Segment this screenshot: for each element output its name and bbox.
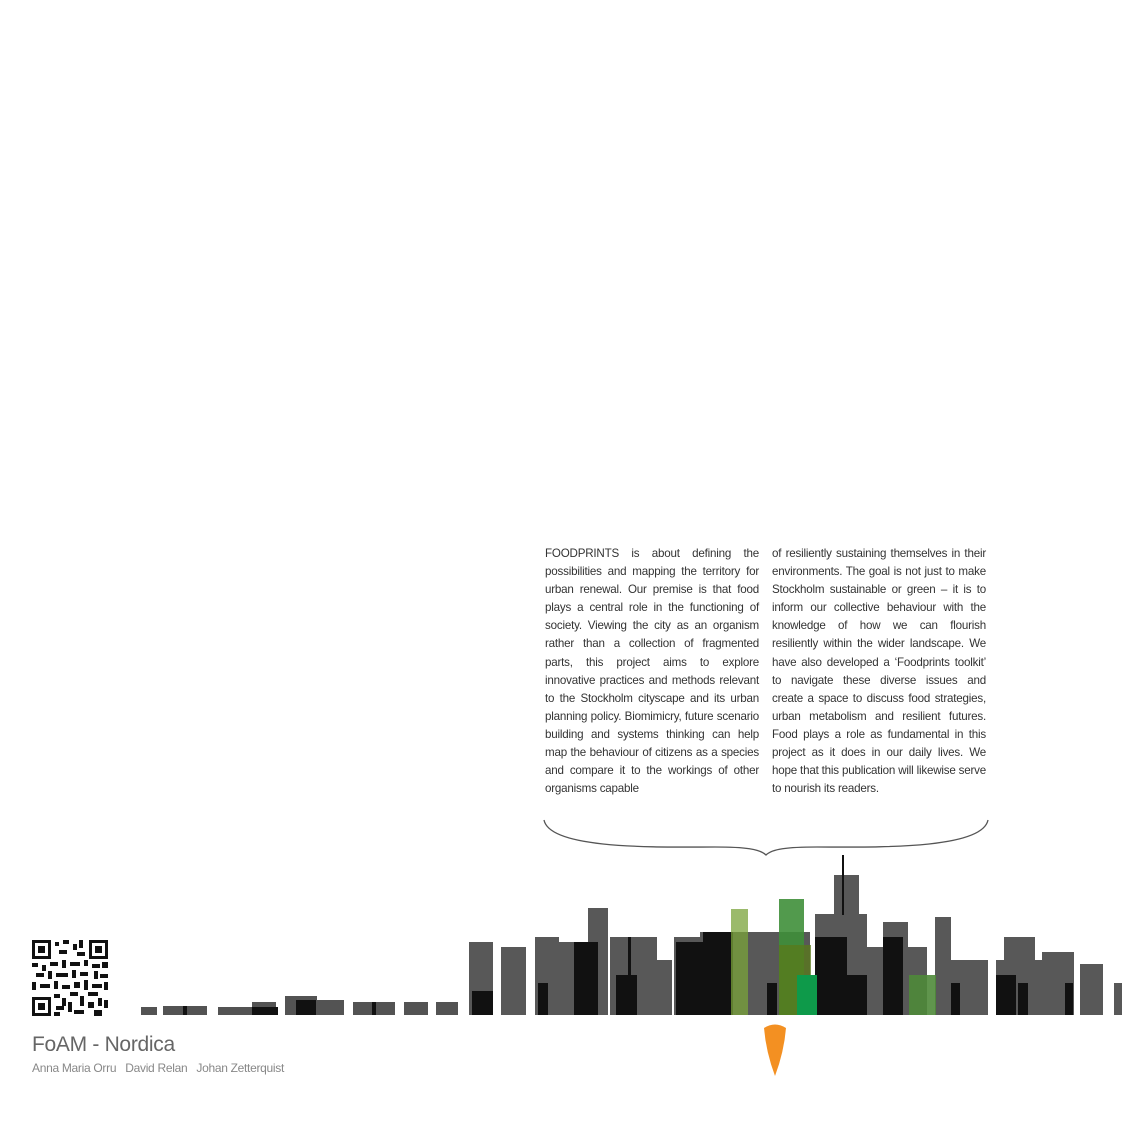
skyline-black-buildings xyxy=(472,855,1073,1015)
intro-text-left-column: FOODPRINTS is about defining the possibi… xyxy=(545,547,759,796)
qr-code-icon[interactable] xyxy=(32,940,108,1016)
author-name: David Relan xyxy=(125,1061,188,1075)
city-skyline-illustration xyxy=(141,855,1122,1015)
author-name: Anna Maria Orru xyxy=(32,1061,117,1075)
skyline-dark-accents xyxy=(183,1000,376,1015)
intro-text-right-column: of resiliently sustaining themselves in … xyxy=(772,547,986,796)
skyline-green-buildings xyxy=(731,899,936,1015)
carrot-icon xyxy=(764,1024,786,1076)
organization-name: FoAM - Nordica xyxy=(32,1033,175,1056)
author-list: Anna Maria Orru David Relan Johan Zetter… xyxy=(32,1061,290,1075)
curly-brace-decoration xyxy=(543,819,989,856)
author-name: Johan Zetterquist xyxy=(196,1061,284,1075)
